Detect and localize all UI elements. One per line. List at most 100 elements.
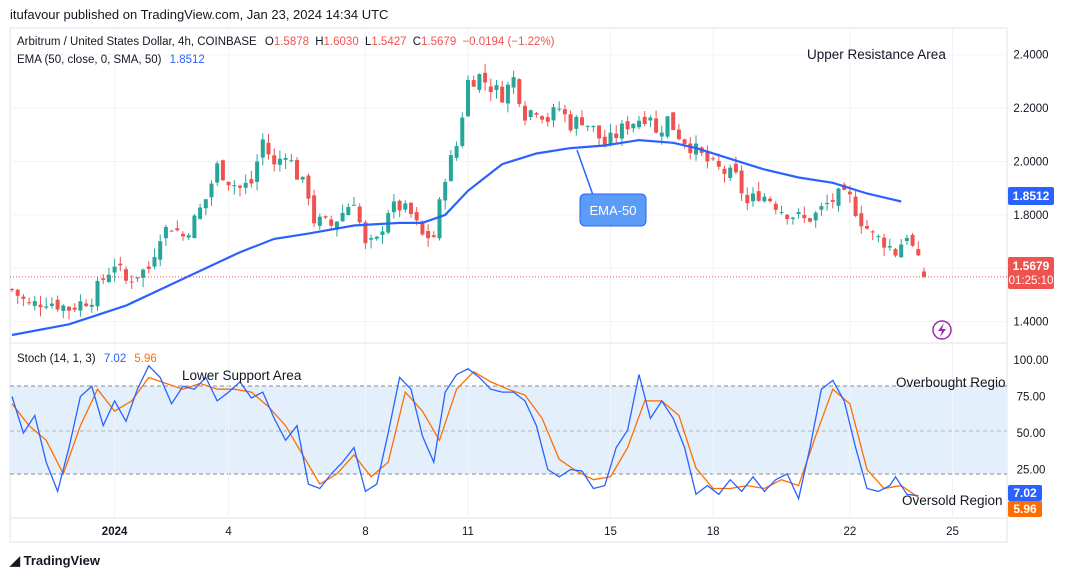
candle-body (665, 116, 670, 137)
oversold-label: Oversold Region (902, 493, 1003, 508)
candle-body (380, 231, 385, 235)
candle-body (158, 241, 163, 260)
candle-body (192, 215, 197, 239)
candle-body (762, 196, 767, 202)
candle-body (409, 202, 413, 214)
candle-body (882, 237, 887, 248)
high-label: H (315, 36, 323, 48)
candle-body (352, 204, 356, 206)
candle-body (836, 188, 841, 206)
candle-body (768, 198, 773, 202)
candle-body (534, 113, 539, 115)
price-badge-countdown: 01:25:10 (1009, 275, 1054, 287)
candle-body (306, 175, 311, 199)
candle-body (471, 80, 476, 87)
callout-pointer (576, 149, 595, 199)
time-axis-tick: 4 (225, 526, 232, 538)
candle-body (272, 155, 277, 165)
candle-body (146, 266, 151, 269)
candle-body (494, 85, 499, 91)
candle-body (551, 107, 556, 121)
candle-body (312, 195, 317, 224)
candle-body (796, 212, 801, 214)
low-value: 1.5427 (371, 36, 406, 48)
candle-body (853, 196, 858, 216)
candle-body (466, 80, 470, 117)
candle-body (859, 213, 864, 227)
candle-body (67, 306, 71, 311)
candle-body (340, 212, 345, 222)
candle-body (876, 236, 881, 238)
candle-body (44, 306, 49, 308)
candle-body (266, 142, 271, 155)
time-axis-tick: 25 (946, 526, 959, 538)
candle-body (790, 217, 795, 219)
candle-body (728, 167, 733, 178)
candle-body (283, 157, 288, 160)
stoch-k-badge-text: 7.02 (1013, 486, 1037, 500)
candle-body (688, 143, 693, 153)
candle-body (545, 117, 550, 122)
candle-body (215, 163, 220, 183)
candle-body (488, 86, 493, 93)
candle-body (654, 118, 659, 133)
candle-body (175, 228, 180, 231)
candle-body (830, 199, 835, 202)
candle-body (357, 206, 362, 223)
lower-support-label: Lower Support Area (182, 368, 302, 383)
candle-body (557, 108, 562, 110)
stoch-legend-d: 5.96 (134, 353, 156, 365)
candle-body (334, 221, 339, 230)
candle-body (614, 133, 619, 138)
candle-body (391, 201, 396, 213)
candle-body (745, 194, 750, 204)
candle-body (300, 176, 305, 180)
candle-body (637, 120, 641, 128)
stoch-d-badge-text: 5.96 (1013, 502, 1037, 516)
candle-body (597, 125, 602, 139)
candle-body (49, 303, 54, 306)
candle-body (220, 160, 225, 181)
candle-body (813, 212, 818, 221)
candle-body (112, 266, 117, 273)
candle-body (369, 238, 374, 240)
candle-body (716, 160, 721, 167)
candle-body (580, 117, 584, 126)
ema-value-badge (1008, 187, 1054, 205)
candle-body (203, 199, 208, 209)
low-label: L (365, 36, 372, 48)
candle-body (226, 181, 231, 186)
candle-body (523, 105, 527, 121)
stoch-axis-tick: 100.00 (1013, 355, 1048, 367)
candle-body (568, 114, 573, 131)
candle-body (779, 212, 784, 214)
candle-body (711, 158, 716, 160)
price-axis-tick: 2.2000 (1013, 103, 1048, 115)
price-axis-tick: 2.4000 (1013, 50, 1048, 62)
price-axis-tick: 1.4000 (1013, 317, 1048, 329)
candle-body (397, 200, 402, 211)
candle-body (448, 155, 453, 182)
time-axis-tick: 2024 (102, 526, 128, 538)
upper-resistance-label: Upper Resistance Area (807, 47, 946, 62)
ema-50-line (11, 138, 902, 337)
candle-body (15, 289, 20, 296)
symbol-legend: Arbitrum / United States Dollar, 4h, COI… (17, 36, 555, 48)
candle-body (323, 216, 328, 218)
candle-body (198, 207, 203, 219)
tradingview-logo[interactable]: ◢ TradingView (10, 553, 100, 569)
tradingview-logo-icon: ◢ (10, 553, 24, 568)
candle-body (141, 269, 146, 278)
stoch-band (10, 386, 1007, 474)
candle-body (540, 116, 545, 120)
price-badge-value: 1.5679 (1013, 259, 1050, 273)
candle-body (329, 219, 334, 226)
candle-body (431, 235, 436, 238)
stoch-legend-label: Stoch (14, 1, 3) (17, 353, 96, 365)
candle-body (574, 116, 579, 129)
candle-body (528, 110, 533, 117)
candle-body (659, 132, 664, 137)
open-label: O (265, 36, 274, 48)
candle-body (562, 109, 567, 115)
